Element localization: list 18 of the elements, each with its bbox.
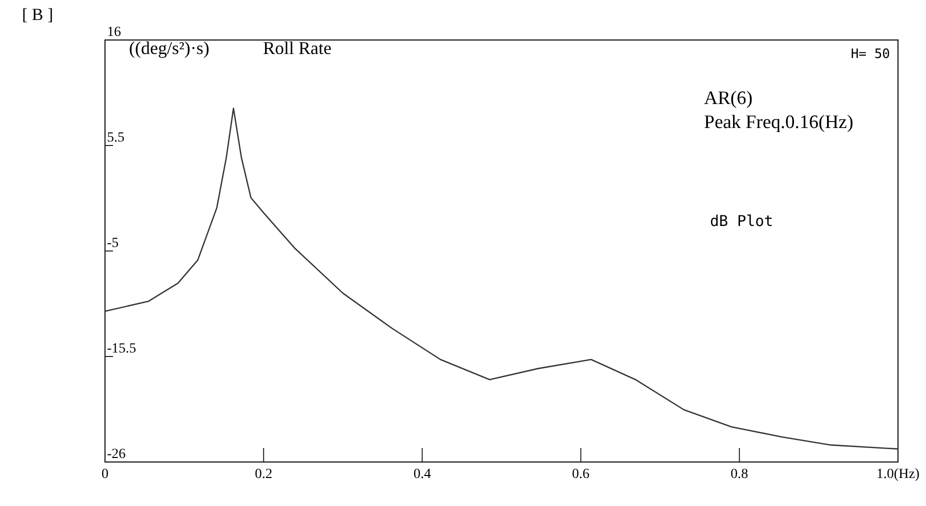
x-tick-label: 0 bbox=[102, 467, 108, 482]
x-tick-label: 0.2 bbox=[254, 467, 272, 482]
y-tick-label: -26 bbox=[107, 447, 126, 462]
y-tick-label: 5.5 bbox=[107, 130, 124, 146]
x-tick-label: 0.4 bbox=[413, 467, 431, 482]
x-tick-label: 0.6 bbox=[572, 467, 590, 482]
chart-title: Roll Rate bbox=[263, 38, 332, 58]
annotation: dB Plot bbox=[710, 212, 774, 230]
annotation: AR(6) bbox=[704, 88, 753, 109]
y-tick-label: -5 bbox=[107, 236, 119, 251]
text: [ B ] bbox=[22, 5, 54, 24]
y-tick-label: -15.5 bbox=[107, 342, 136, 356]
y-axis-title: ((deg/s²)·s) bbox=[129, 38, 210, 58]
annotation: Peak Freq.0.16(Hz) bbox=[704, 112, 854, 133]
annotation: H= 50 bbox=[850, 47, 890, 62]
x-tick-label: 0.8 bbox=[730, 467, 748, 482]
y-tick-label: 16 bbox=[107, 25, 121, 40]
x-tick-label: 1.0(Hz) bbox=[876, 467, 920, 482]
